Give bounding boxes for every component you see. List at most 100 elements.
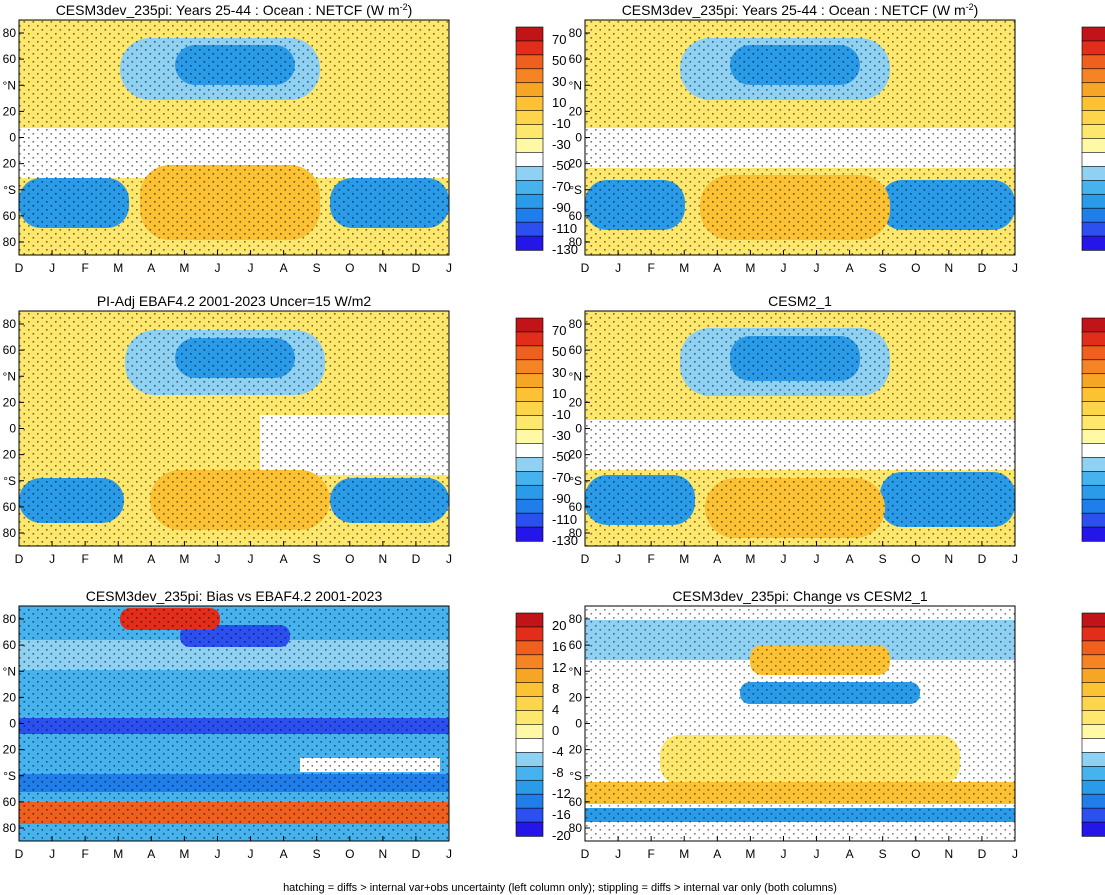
- panel-title: CESM3dev_235pi: Change vs CESM2_1: [672, 588, 927, 604]
- panel-6: CESM3dev_235pi: Change vs CESM2_1 D J F M A M…: [569, 588, 1105, 861]
- y-tick-label: 20: [3, 690, 17, 704]
- y-tick-label: 80: [569, 317, 583, 331]
- colorbar-swatch: [1081, 793, 1105, 809]
- x-tick-label: A: [280, 261, 288, 275]
- heatmap-field: [19, 20, 449, 255]
- x-tick-label: D: [15, 552, 24, 566]
- panel-1: CESM3dev_235pi: Years 25-44 : Ocean : NE…: [3, 2, 579, 275]
- footer-note: hatching = diffs > internal var+obs unce…: [283, 882, 837, 894]
- x-tick-label: A: [846, 261, 854, 275]
- stippling: [19, 20, 449, 255]
- colorbar-swatch: [1081, 654, 1105, 670]
- y-tick-label: 60: [3, 500, 17, 514]
- x-tick-label: D: [978, 847, 987, 861]
- x-tick-label: J: [615, 261, 621, 275]
- colorbar-swatch: [515, 180, 544, 195]
- colorbar-swatch: [1081, 124, 1105, 140]
- x-tick-label: A: [846, 552, 854, 566]
- x-tick-label: A: [713, 847, 721, 861]
- x-tick-label: A: [280, 552, 288, 566]
- colorbar-swatch: [1081, 317, 1105, 333]
- x-tick-label: J: [248, 552, 254, 566]
- colorbar-swatch: [1081, 821, 1105, 837]
- x-tick-label: F: [647, 847, 654, 861]
- y-tick-label: 20: [3, 157, 17, 171]
- colorbar-label: -4: [552, 744, 564, 759]
- colorbar-swatch: [515, 387, 544, 403]
- colorbar-swatch: [515, 26, 544, 42]
- x-tick-label: D: [581, 552, 590, 566]
- colorbar-swatch: [1081, 415, 1105, 431]
- colorbar-label: 70: [552, 32, 566, 47]
- colorbar-swatch: [1081, 373, 1105, 389]
- x-tick-label: N: [379, 847, 388, 861]
- x-tick-label: J: [1012, 552, 1018, 566]
- colorbar-swatch: [1081, 640, 1105, 656]
- y-tick-label: 20: [569, 104, 583, 118]
- colorbar: 70 50 30 10 -10 -30 -50 -70 -90 -110 -130: [515, 26, 578, 257]
- x-tick-label: M: [113, 552, 123, 566]
- y-tick-label: 80: [569, 526, 583, 540]
- y-axis: 80 60 °N 20 0 20 °S 60 80: [3, 612, 24, 835]
- colorbar-swatch: [515, 793, 544, 809]
- x-tick-label: M: [113, 847, 123, 861]
- y-tick-label: 0: [9, 422, 16, 436]
- x-tick-label: D: [15, 261, 24, 275]
- y-tick-label: 0: [9, 717, 16, 731]
- colorbar-swatch: [1081, 235, 1105, 251]
- colorbar-swatch: [515, 152, 544, 168]
- y-tick-label: °N: [569, 78, 582, 92]
- colorbar-label: -70: [552, 470, 571, 485]
- colorbar-swatch: [515, 807, 544, 823]
- colorbar-label: -12: [552, 786, 571, 801]
- colorbar-label: -130: [552, 533, 578, 548]
- x-tick-label: D: [412, 552, 421, 566]
- stippling: [585, 311, 1015, 546]
- colorbar-swatch: [515, 235, 544, 251]
- x-tick-label: J: [780, 552, 786, 566]
- colorbar-label: -130: [552, 242, 578, 257]
- x-tick-label: O: [911, 847, 920, 861]
- y-tick-label: 60: [569, 795, 583, 809]
- x-tick-label: A: [280, 847, 288, 861]
- colorbar-swatch: [515, 359, 544, 375]
- colorbar-swatch: [515, 401, 544, 417]
- x-tick-label: M: [745, 552, 755, 566]
- colorbar-label: -10: [552, 407, 571, 422]
- x-tick-label: M: [679, 261, 689, 275]
- colorbar-swatch: [515, 96, 544, 112]
- colorbar-swatch: [515, 331, 544, 347]
- colorbar-swatch: [1081, 221, 1105, 237]
- x-tick-label: F: [647, 261, 654, 275]
- colorbar-swatch: [1081, 82, 1105, 98]
- x-tick-label: D: [581, 847, 590, 861]
- heatmap-field: [19, 606, 449, 841]
- x-tick-label: A: [713, 552, 721, 566]
- stippling: [19, 311, 449, 546]
- y-tick-label: 20: [569, 157, 583, 171]
- x-tick-label: M: [179, 261, 189, 275]
- y-tick-label: 0: [575, 422, 582, 436]
- colorbar-swatch: [1081, 345, 1105, 361]
- y-tick-label: 60: [569, 343, 583, 357]
- x-tick-label: M: [179, 552, 189, 566]
- x-tick-label: J: [446, 847, 452, 861]
- colorbar-label: -30: [552, 428, 571, 443]
- colorbar-label: 12: [552, 660, 566, 675]
- panel-title: CESM3dev_235pi: Bias vs EBAF4.2 2001-202…: [86, 588, 383, 604]
- colorbar-swatch: [1081, 526, 1105, 542]
- x-tick-label: O: [345, 552, 354, 566]
- x-tick-label: M: [745, 847, 755, 861]
- x-tick-label: J: [615, 552, 621, 566]
- y-tick-label: °N: [3, 78, 16, 92]
- x-tick-label: A: [147, 847, 155, 861]
- colorbar-label: 4: [552, 702, 559, 717]
- colorbar-swatch: [515, 54, 544, 70]
- colorbar-swatch: [515, 82, 544, 98]
- x-tick-label: J: [780, 261, 786, 275]
- y-tick-label: °S: [569, 474, 582, 488]
- colorbar-swatch: [1081, 359, 1105, 375]
